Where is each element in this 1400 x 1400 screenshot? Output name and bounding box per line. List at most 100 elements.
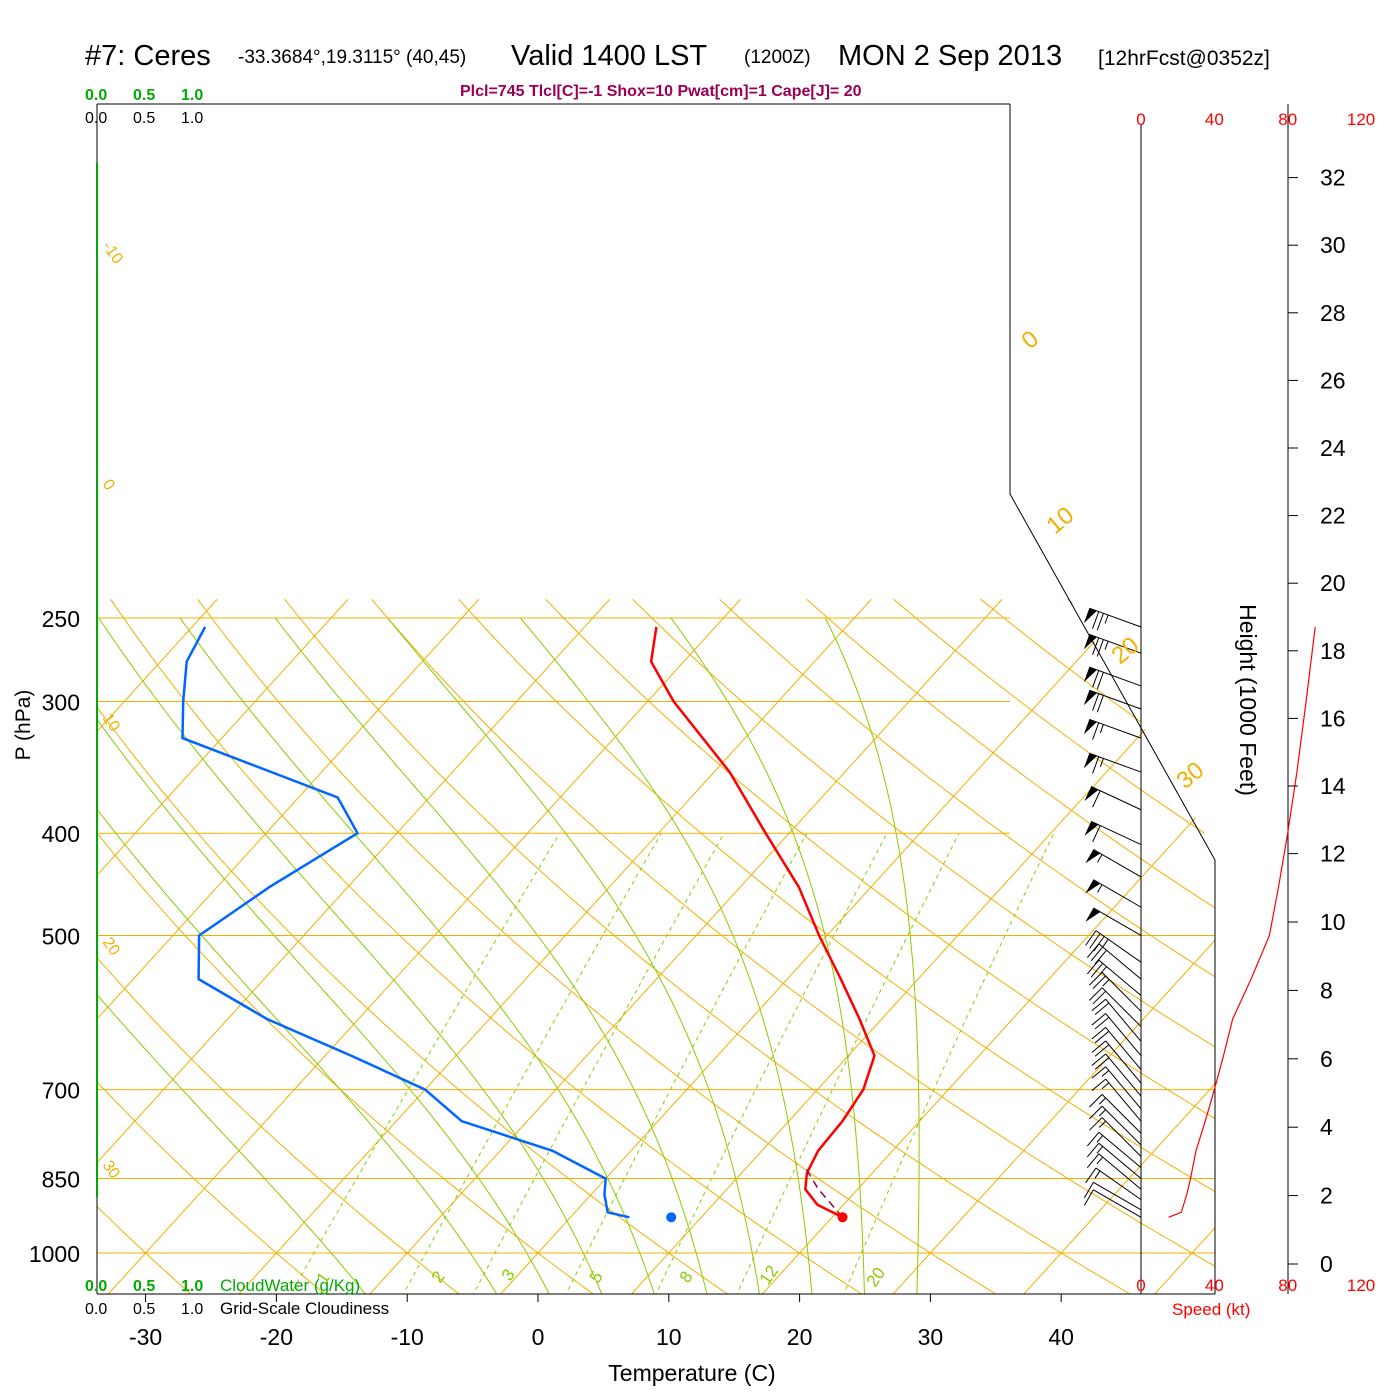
wind-barb-staff	[1093, 1181, 1142, 1211]
mixing-ratio-line	[843, 832, 1055, 1294]
isotherm-label: 20	[99, 935, 123, 959]
dry-adiabat-line	[719, 598, 1215, 978]
isotherm-line	[892, 939, 1215, 1294]
wind-barb	[1091, 998, 1142, 1042]
dry-adiabat-line	[632, 598, 1215, 1048]
height-tick-label: 14	[1320, 773, 1346, 799]
wind-barb-flag	[1083, 667, 1097, 683]
wind-barb-flag	[1083, 608, 1097, 624]
wind-barb-staff	[1095, 930, 1142, 963]
x-tick-label: 30	[918, 1324, 944, 1350]
wind-barb-full	[1094, 1002, 1110, 1015]
wind-barb	[1085, 879, 1142, 908]
wind-barb-staff	[1101, 1117, 1142, 1157]
wind-barb-half	[1104, 614, 1109, 624]
pressure-label: 700	[42, 1078, 80, 1104]
wind-barb	[1083, 633, 1142, 657]
wind-barb-flag	[1085, 879, 1101, 894]
dry-adiabat-line	[97, 1081, 326, 1294]
x-tick-label: 10	[656, 1324, 682, 1350]
moist-adiabat-line	[670, 617, 865, 1294]
temperature-profile	[649, 626, 876, 1219]
mixing-ratio-label: 20	[863, 1264, 889, 1290]
wind-barb-staff	[1098, 1142, 1142, 1179]
wind-barb-staff	[1089, 607, 1142, 628]
isotherm-line	[1023, 1083, 1215, 1294]
wind-barb-full	[1094, 1044, 1110, 1057]
wind-barb-full	[1083, 1189, 1094, 1206]
wind-barb-full	[1096, 613, 1104, 631]
pressure-label: 1000	[29, 1241, 80, 1267]
title-bar: #7: Ceres -33.3684°,19.3115° (40,45) Val…	[0, 36, 1400, 76]
cloud-scale-label: 0.0	[85, 87, 107, 104]
moist-adiabat-line	[387, 617, 760, 1294]
isotherm-label: 0	[99, 477, 118, 494]
wind-speed-profile	[1168, 626, 1316, 1218]
wind-barb-full	[1096, 672, 1104, 690]
isotherm-line	[761, 795, 1215, 1294]
wind-barb-flag	[1083, 690, 1097, 706]
wind-barb-full	[1091, 1053, 1106, 1066]
wind-barb-half	[1104, 641, 1109, 650]
pressure-label: 500	[42, 923, 80, 949]
dry-adiabat-line	[545, 598, 1215, 1120]
wind-barb-full	[1091, 1066, 1106, 1079]
mixing-ratio-line	[736, 832, 960, 1294]
height-tick-label: 18	[1320, 638, 1346, 664]
dry-adiabat-line	[97, 832, 595, 1294]
wind-barb-full	[1091, 998, 1106, 1012]
wind-barbs	[1083, 607, 1142, 1218]
x-tick-label: 20	[787, 1324, 813, 1350]
wind-barb-staff	[1105, 1078, 1142, 1122]
moist-adiabat-line	[98, 617, 603, 1294]
wind-barb-staff	[1105, 1040, 1142, 1084]
speed-tick-label: 120	[1347, 110, 1375, 129]
pressure-label: 300	[42, 689, 80, 715]
wind-barb-full	[1094, 1030, 1110, 1044]
wind-barb	[1083, 752, 1142, 774]
wind-barb-full	[1096, 695, 1104, 713]
wind-barb-staff	[1089, 718, 1142, 739]
grid-lines	[97, 104, 1400, 1296]
right-boundary	[1009, 104, 1216, 1294]
cloud-scale-label: 1.0	[181, 1301, 203, 1318]
height-tick-label: 20	[1320, 570, 1346, 596]
wind-barb	[1089, 987, 1142, 1027]
cloud-scale-label: 0.5	[133, 1301, 155, 1318]
wind-barb	[1085, 1167, 1142, 1201]
wind-barb-full	[1092, 990, 1106, 1005]
wind-barb	[1091, 1053, 1142, 1097]
wind-barb-half	[1098, 1097, 1106, 1105]
wind-barb-full	[1086, 1153, 1100, 1168]
pressure-label: 850	[42, 1167, 80, 1193]
wind-barb	[1091, 1066, 1142, 1110]
wind-barb-staff	[1089, 689, 1142, 710]
sounding-profiles	[181, 626, 876, 1223]
dry-adiabat-line	[371, 598, 1215, 1267]
axis-labels: Temperature (C) P (hPa) Height (1000 Fee…	[12, 604, 1261, 1386]
cloudwater-label: CloudWater (g/Kg)	[220, 1276, 360, 1295]
dry-adiabat-line	[1329, 599, 1400, 1296]
height-tick-label: 12	[1320, 841, 1346, 867]
wind-barb-staff	[1093, 879, 1142, 908]
dry-adiabat-line	[284, 598, 1131, 1294]
station-location: -33.3684°,19.3115° (40,45)	[238, 47, 467, 68]
wind-barb-full	[1089, 933, 1101, 949]
cloudiness-label: Grid-Scale Cloudiness	[220, 1299, 389, 1318]
station-name: #7: Ceres	[85, 40, 211, 72]
wind-barb	[1086, 1142, 1142, 1179]
wind-barb-full	[1090, 963, 1104, 978]
wind-barb-half	[1101, 1082, 1110, 1090]
upper-right-mask	[1010, 104, 1215, 852]
utc-time: (1200Z)	[744, 47, 811, 68]
wind-speed-line	[1168, 626, 1316, 1218]
wind-barb-staff	[1098, 959, 1142, 996]
isotherm-line	[500, 598, 1134, 1294]
wind-barb-full	[1092, 975, 1106, 990]
wind-barb-full	[1094, 1057, 1110, 1070]
wind-barb-staff	[1101, 972, 1142, 1012]
height-tick-label: 10	[1320, 909, 1346, 935]
speed-tick-label: 40	[1205, 110, 1224, 129]
mixing-ratio-line	[655, 832, 888, 1294]
